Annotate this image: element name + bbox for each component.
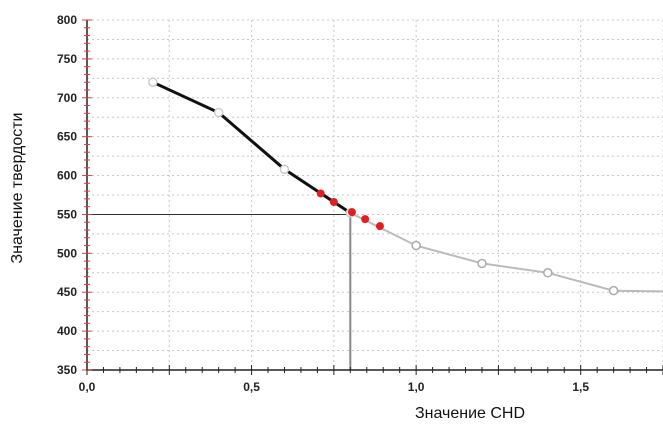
highlight-point-marker (375, 222, 384, 231)
y-tick-label: 750 (57, 52, 77, 66)
y-tick-label: 800 (57, 13, 77, 27)
y-tick-label: 650 (57, 130, 77, 144)
y-tick-label: 350 (57, 363, 77, 377)
data-point-marker (477, 258, 487, 269)
highlight-point-marker (316, 189, 325, 198)
y-tick-label: 400 (57, 324, 77, 338)
grid-layer (87, 19, 663, 370)
x-tick-label: 0,0 (79, 380, 96, 394)
data-point-marker (543, 268, 553, 278)
series-line (152, 80, 352, 215)
x-tick-label: 1,5 (572, 380, 589, 394)
y-tick-label: 450 (57, 285, 77, 299)
reference-lines (87, 213, 352, 370)
highlight-point-marker (347, 208, 356, 217)
y-axis-title: Значение твердости (9, 113, 26, 264)
y-tick-label: 600 (57, 169, 77, 183)
tick-labels: 350 400 450 500 550 600 650 700 750 800 0,0 0,5 1,0 1… (57, 13, 589, 394)
data-point-marker (411, 240, 421, 251)
data-point-marker (148, 77, 158, 87)
y-tick-label: 500 (57, 246, 77, 260)
data-point-marker (608, 285, 619, 296)
y-tick-label: 550 (57, 207, 77, 221)
highlight-point-marker (361, 215, 370, 224)
data-point-marker (213, 107, 224, 118)
data-point-marker (279, 164, 290, 175)
series-line (349, 212, 663, 293)
x-tick-label: 1,0 (408, 380, 425, 394)
series-layer (148, 77, 663, 296)
x-tick-label: 0,5 (243, 380, 260, 394)
axes (82, 19, 663, 375)
highlight-point-marker (329, 198, 338, 206)
y-tick-label: 700 (57, 91, 77, 105)
x-axis-title: Значение CHD (415, 405, 525, 422)
